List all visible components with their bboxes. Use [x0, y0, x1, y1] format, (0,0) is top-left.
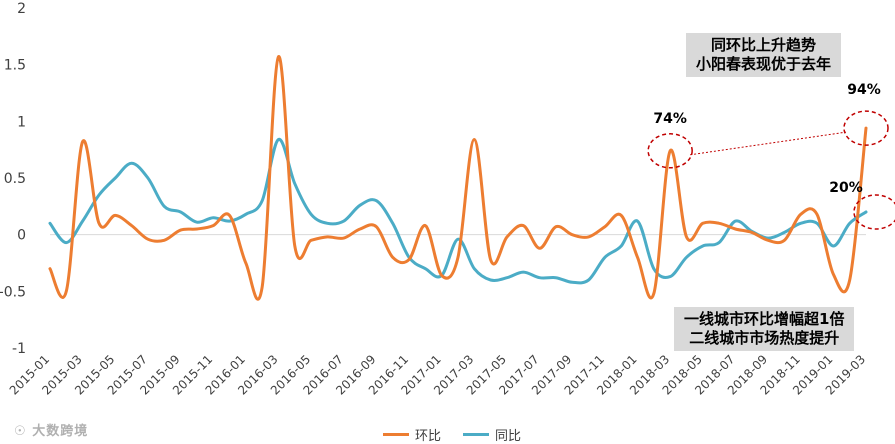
trend-connector-line — [690, 131, 847, 156]
y-tick-label: 0.5 — [4, 171, 26, 187]
legend-item-tongbi: 同比 — [463, 425, 521, 444]
legend-label-huanbi: 环比 — [415, 429, 442, 444]
y-tick-label: 1.5 — [4, 58, 26, 74]
watermark-text: 大数跨境 — [32, 424, 89, 439]
bottom-note-line-2: 二线城市市场热度提升 — [689, 329, 840, 347]
top-note-line-2: 小阳春表现优于去年 — [696, 55, 832, 73]
annotation-label: 20% — [829, 180, 863, 196]
annotation-circle — [843, 110, 889, 146]
top-annotation-box: 同环比上升趋势 小阳春表现优于去年 — [686, 33, 842, 77]
bottom-note-line-1: 一线城市环比增幅超1倍 — [684, 310, 845, 328]
annotation-label: 94% — [847, 82, 881, 98]
bottom-annotation-box: 一线城市环比增幅超1倍 二线城市市场热度提升 — [674, 307, 855, 351]
annotation-label: 74% — [653, 111, 687, 127]
legend-swatch-huanbi — [383, 433, 409, 436]
watermark-logo: ☉ 大数跨境 — [14, 420, 88, 439]
legend-swatch-tongbi — [463, 433, 490, 436]
y-tick-label: -1 — [12, 341, 26, 357]
y-tick-label: -0.5 — [0, 284, 26, 300]
y-tick-label: 1 — [17, 114, 26, 130]
chart-legend: 环比 同比 — [383, 425, 543, 444]
y-tick-label: 0 — [17, 228, 26, 244]
top-note-line-1: 同环比上升趋势 — [711, 36, 817, 54]
y-tick-label: 2 — [17, 1, 26, 17]
legend-label-tongbi: 同比 — [495, 429, 522, 444]
watermark-icon: ☉ — [14, 424, 27, 439]
series-line-huanbi — [48, 55, 868, 301]
annotation-circle — [647, 133, 693, 169]
legend-item-huanbi: 环比 — [383, 425, 441, 444]
annotation-circle — [853, 194, 895, 230]
